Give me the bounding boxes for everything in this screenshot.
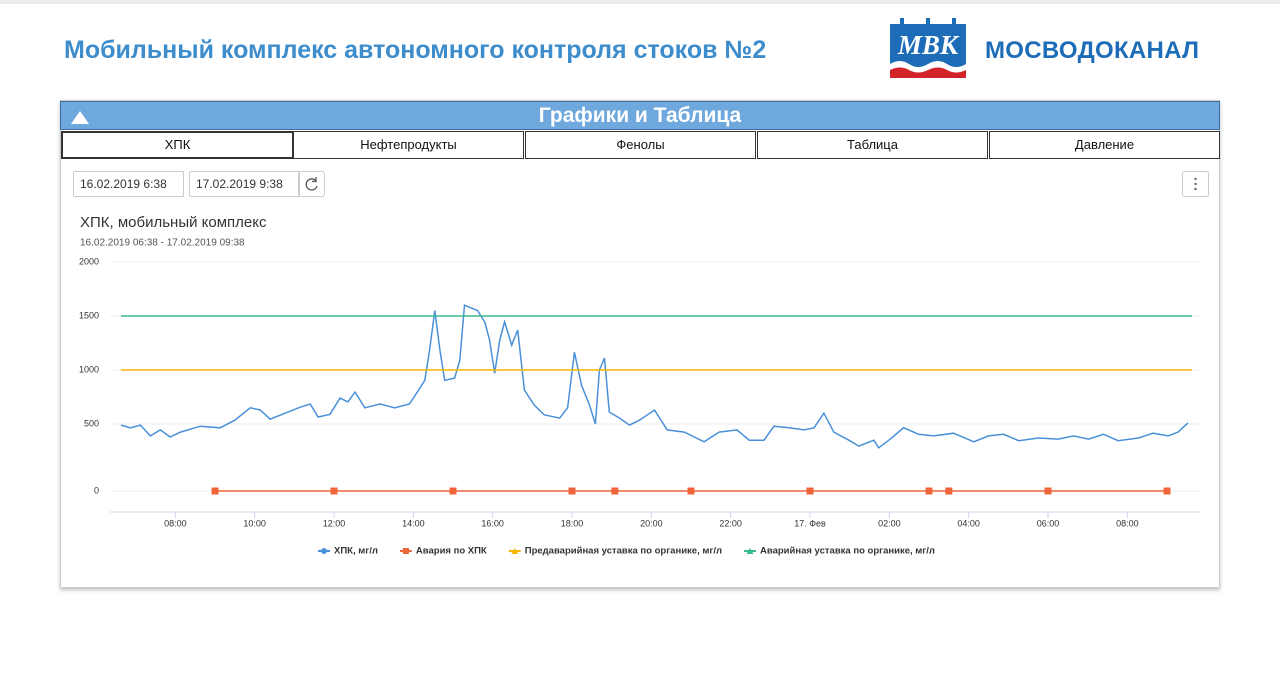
panel-header[interactable]: Графики и Таблица	[60, 101, 1220, 130]
collapse-icon[interactable]	[71, 111, 89, 124]
menu-button[interactable]	[1182, 171, 1209, 197]
tab[interactable]: Фенолы	[525, 131, 756, 159]
page-title: Мобильный комплекс автономного контроля …	[64, 36, 767, 64]
tab[interactable]: Таблица	[757, 131, 988, 159]
top-bar	[0, 0, 1280, 4]
panel-title: Графики и Таблица	[538, 104, 742, 127]
tab[interactable]: Нефтепродукты	[293, 131, 524, 159]
date-from[interactable]: 16.02.2019 6:38	[73, 171, 184, 197]
refresh-button[interactable]	[298, 171, 325, 197]
date-to[interactable]: 17.02.2019 9:38	[189, 171, 300, 197]
logo-text: МОСВОДОКАНАЛ	[985, 37, 1200, 64]
tab[interactable]: ХПК	[61, 131, 294, 159]
panel	[60, 100, 1220, 588]
tab[interactable]: Давление	[989, 131, 1220, 159]
logo: МВК	[890, 18, 966, 78]
logo-mark: МВК	[897, 30, 960, 60]
